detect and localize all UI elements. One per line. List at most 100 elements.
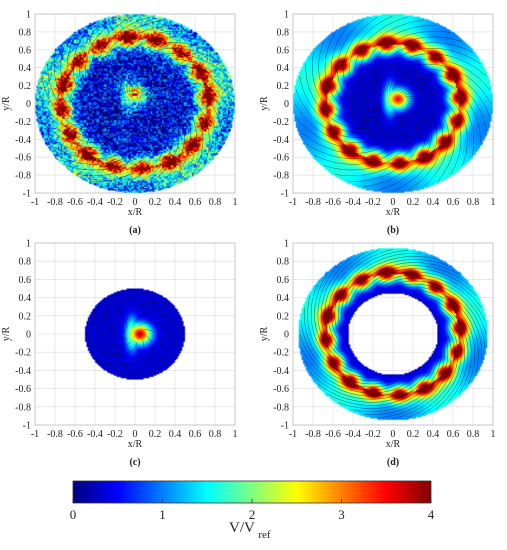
panel-a-streamline-15 <box>60 41 128 121</box>
panel-d-streamline-4 <box>353 265 469 303</box>
panel-c-xtick-label-2: -0.6 <box>67 429 83 440</box>
panel-c-ytick-label-2: -0.6 <box>15 384 31 395</box>
panel-b: -1 -0.8 -0.6 -0.4 -0.2 0 0.2 0.4 0.6 0.8 1 -1-0.8-… <box>259 10 496 237</box>
panel-d-streamline-39 <box>389 280 486 348</box>
panel-a-heatmap <box>35 14 235 193</box>
colorbar-tick-label-4: 4 <box>428 507 435 522</box>
panel-d-xtick-label-5: 0 <box>391 429 396 440</box>
panel-a-streamline-11 <box>85 16 122 109</box>
panel-b-streamline-1 <box>387 58 490 92</box>
panel-a-streamline-16 <box>53 51 130 125</box>
panel-d-frame <box>292 242 494 426</box>
panel-a-streamline-3 <box>123 47 223 94</box>
panel-d-streamline-3 <box>359 268 477 298</box>
panel-a-streamline-37 <box>138 78 223 144</box>
panel-c-ylabel: y/R <box>1 326 12 341</box>
panel-d-streamline-16 <box>310 284 373 379</box>
panel-a-streamline-18 <box>41 76 134 134</box>
panel-d-streamline-28 <box>364 338 449 416</box>
panel-b-ytick-label-7: 0.4 <box>277 63 290 74</box>
panel-b-streamline-38 <box>394 73 487 131</box>
panel-d-streamline-27 <box>350 345 445 412</box>
panel-a-xtick-label-0: -1 <box>31 197 39 208</box>
panel-a-xtick-label-2: -0.6 <box>67 197 83 208</box>
panel-b-xtick-label-0: -1 <box>289 197 297 208</box>
panel-a-streamline-1 <box>129 58 232 92</box>
panel-b-streamline-15 <box>318 41 386 121</box>
panel-d-streamline-30 <box>392 322 455 419</box>
panel-c-ytick-label-9: 0.8 <box>19 257 32 268</box>
colorbar-tick-label-2: 2 <box>249 507 256 522</box>
panel-d-streamline-18 <box>303 307 389 385</box>
panel-b-streamline-4 <box>377 42 473 96</box>
panel-c-xlabel: x/R <box>128 439 143 450</box>
panel-d-ytick-label-3: -0.4 <box>273 366 289 377</box>
panel-c-xticks: -1 -0.8 -0.6 -0.4 -0.2 0 0.2 0.4 0.6 0.8 1 <box>31 429 238 440</box>
panel-b-streamline-21 <box>296 115 399 149</box>
panel-c-streamline-6 <box>95 339 144 366</box>
panel-b-streamline-25 <box>323 110 413 171</box>
panel-a-ylabel: y/R <box>1 96 12 111</box>
panel-d-streamline-38 <box>397 283 483 361</box>
panel-b-streamline-23 <box>305 113 405 160</box>
panel-d-streamline-23 <box>309 370 427 400</box>
panel-b-xtick-label-10: 1 <box>491 197 496 208</box>
panel-d-xtick-label-3: -0.4 <box>345 429 361 440</box>
panel-d-ytick-label-9: 0.8 <box>277 257 290 268</box>
panel-b-heatmap <box>293 14 493 193</box>
panel-a-ytick-label-6: 0.2 <box>19 81 32 92</box>
panel-c: -1 -0.8 -0.6 -0.4 -0.2 0 0.2 0.4 0.6 0.8 1 -1-0.8-… <box>1 239 238 469</box>
panel-b-streamline-26 <box>335 108 417 177</box>
panel-b-xtick-label-5: 0 <box>391 197 396 208</box>
panel-c-frame <box>34 242 236 426</box>
panel-b-ytick-label-4: -0.2 <box>273 117 289 128</box>
panel-d-streamlines <box>299 249 487 419</box>
panel-a-streamline-31 <box>148 98 185 191</box>
panel-d-streamline-25 <box>327 359 438 406</box>
panel-b-streamline-37 <box>396 78 481 144</box>
panel-b-streamline-22 <box>299 114 402 154</box>
panel-b-streamline-0 <box>389 63 492 104</box>
panel-b-streamline-30 <box>392 100 438 192</box>
panel-b-streamline-18 <box>299 76 392 134</box>
colorbar: 0 1 2 3 4 V/V ref <box>70 480 435 541</box>
panel-b-streamline-5 <box>373 36 463 97</box>
panel-a-ytick-label-9: 0.8 <box>19 27 32 38</box>
panel-b-streamline-6 <box>369 30 451 99</box>
panel-a-streamline-26 <box>77 108 159 177</box>
panel-b-streamline-12 <box>337 19 381 112</box>
panel-d-xtick-label-9: 0.8 <box>467 429 480 440</box>
panel-c-ytick-label-10: 1 <box>26 239 31 250</box>
panel-b-streamline-19 <box>295 89 395 139</box>
panel-d-ytick-label-8: 0.6 <box>277 275 290 286</box>
panel-b-streamline-28 <box>362 104 427 188</box>
panel-d-streamline-32 <box>421 309 462 415</box>
panel-d-xticks: -1 -0.8 -0.6 -0.4 -0.2 0 0.2 0.4 0.6 0.8 1 <box>289 429 496 440</box>
panel-d-streamline-0 <box>380 277 487 335</box>
panel-a-xtick-label-9: 0.8 <box>209 197 222 208</box>
panel-a-xtick-label-6: 0.2 <box>149 197 162 208</box>
panel-d-streamline-21 <box>300 347 413 394</box>
panel-d-streamline-11 <box>327 250 379 353</box>
panel-c-xtick-label-5: 0 <box>133 429 138 440</box>
panel-a-ytick-label-1: -0.8 <box>15 171 31 182</box>
panel-b-ytick-label-2: -0.6 <box>273 153 289 164</box>
panel-b-streamline-17 <box>305 63 390 129</box>
panel-a-streamline-6 <box>111 30 193 99</box>
panel-b-streamline-35 <box>400 86 468 166</box>
panel-d-streamline-22 <box>304 360 421 397</box>
panel-b-xtick-label-3: -0.4 <box>345 197 361 208</box>
panel-c-xtick-label-0: -1 <box>31 429 39 440</box>
panel-a-streamline-4 <box>119 42 215 96</box>
panel-a-streamline-34 <box>144 89 204 175</box>
panel-c-ytick-label-1: -0.8 <box>15 402 31 413</box>
panel-b-ytick-label-6: 0.2 <box>277 81 290 92</box>
panel-a-ytick-label-4: -0.2 <box>15 117 31 128</box>
panel-a-streamline-35 <box>142 86 210 166</box>
panel-d-streamline-12 <box>324 253 365 359</box>
panel-b-streamline-9 <box>354 16 409 105</box>
panel-d-xtick-label-4: -0.2 <box>365 429 381 440</box>
panel-c-xtick-label-3: -0.4 <box>87 429 103 440</box>
panel-d-ylabel: y/R <box>259 326 270 341</box>
panel-d-streamline-33 <box>432 302 465 410</box>
